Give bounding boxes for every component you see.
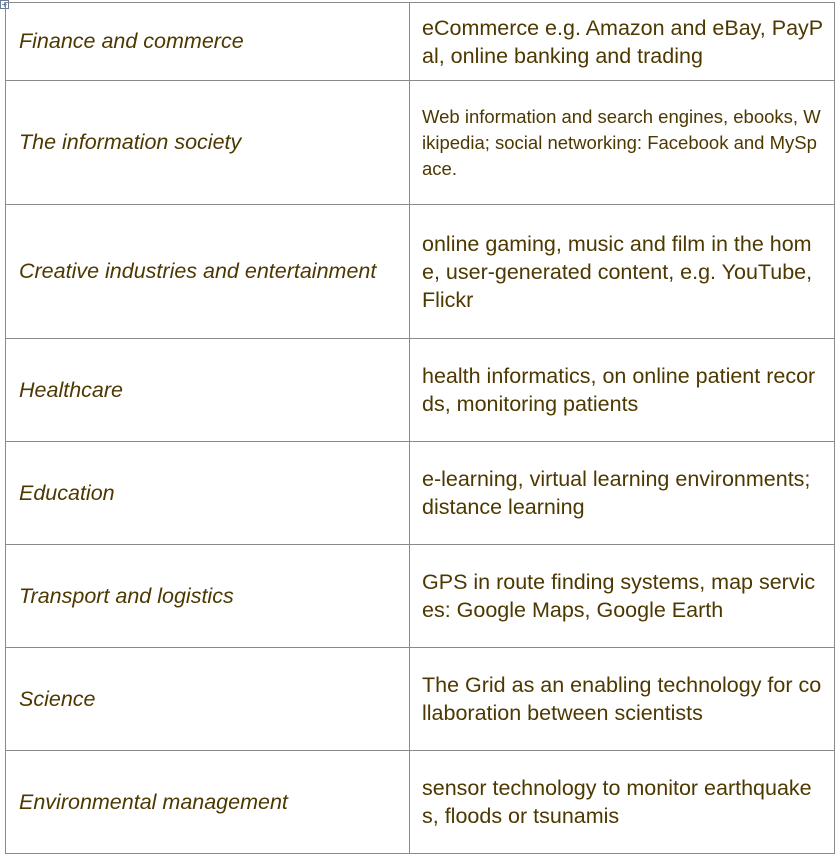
examples-cell: The Grid as an enabling technology for c… <box>409 647 835 751</box>
table-row: Creative industries and entertainment on… <box>5 204 835 339</box>
examples-cell: health informatics, on online patient re… <box>409 338 835 442</box>
sector-cell: Education <box>5 441 410 545</box>
sector-examples-table: Finance and commerce eCommerce e.g. Amaz… <box>5 2 835 854</box>
table-row: Science The Grid as an enabling technolo… <box>5 647 835 751</box>
table-row: Education e-learning, virtual learning e… <box>5 441 835 545</box>
examples-cell: online gaming, music and film in the hom… <box>409 204 835 339</box>
table-row: Environmental management sensor technolo… <box>5 750 835 854</box>
sector-cell: The information society <box>5 80 410 205</box>
examples-cell: sensor technology to monitor earthquakes… <box>409 750 835 854</box>
table-row: Transport and logistics GPS in route fin… <box>5 544 835 648</box>
sector-cell: Environmental management <box>5 750 410 854</box>
table-row: Healthcare health informatics, on online… <box>5 338 835 442</box>
sector-cell: Science <box>5 647 410 751</box>
examples-cell: eCommerce e.g. Amazon and eBay, PayPal, … <box>409 2 835 81</box>
sector-cell: Transport and logistics <box>5 544 410 648</box>
sector-cell: Creative industries and entertainment <box>5 204 410 339</box>
examples-cell: GPS in route finding systems, map servic… <box>409 544 835 648</box>
table-row: Finance and commerce eCommerce e.g. Amaz… <box>5 2 835 81</box>
sector-cell: Finance and commerce <box>5 2 410 81</box>
examples-cell: e-learning, virtual learning environment… <box>409 441 835 545</box>
examples-cell: Web information and search engines, eboo… <box>409 80 835 205</box>
table-row: The information society Web information … <box>5 80 835 205</box>
sector-cell: Healthcare <box>5 338 410 442</box>
